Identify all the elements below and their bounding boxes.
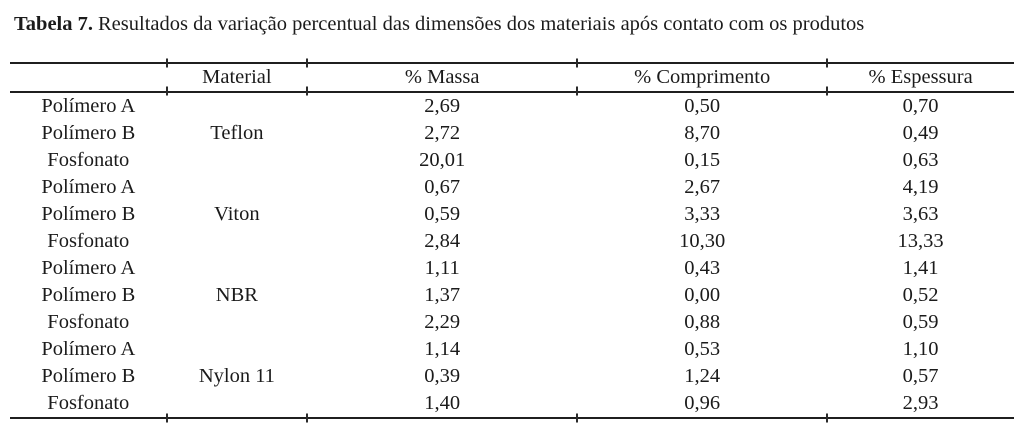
comprimento-cell: 10,30 — [679, 230, 726, 252]
column-separator-tick — [826, 413, 829, 423]
row-label-cell: Fosfonato — [47, 230, 130, 252]
table-row: Polímero A 1,11 0,43 1,41 — [10, 255, 1014, 282]
header-espessura: % Espessura — [868, 66, 973, 88]
material-cell — [167, 390, 308, 418]
table-caption: Tabela 7. Resultados da variação percentu… — [14, 11, 1018, 37]
comprimento-cell: 0,53 — [684, 338, 721, 360]
comprimento-cell: 8,70 — [684, 122, 721, 144]
column-separator-tick — [306, 413, 309, 423]
massa-cell: 1,11 — [424, 257, 460, 279]
column-separator-tick — [165, 86, 168, 96]
table-body: Polímero A 2,69 0,50 0,70 Polímero B Tef… — [10, 92, 1014, 418]
comprimento-cell: 0,96 — [684, 392, 721, 414]
row-label-cell: Polímero B — [41, 203, 136, 225]
column-separator-tick — [576, 413, 579, 423]
column-separator-tick — [306, 86, 309, 96]
results-table: Material % Massa % Comprimento % Espessu… — [10, 62, 1014, 419]
row-label-cell: Fosfonato — [47, 392, 130, 414]
table-row: Polímero B NBR 1,37 0,00 0,52 — [10, 282, 1014, 309]
comprimento-cell: 0,50 — [684, 95, 721, 117]
table-caption-text: Resultados da variação percentual das di… — [98, 13, 865, 35]
massa-cell: 1,14 — [424, 338, 461, 360]
row-label-cell: Polímero A — [41, 95, 136, 117]
comprimento-cell: 3,33 — [684, 203, 721, 225]
espessura-cell: 0,70 — [902, 95, 939, 117]
comprimento-cell: 1,24 — [684, 365, 721, 387]
massa-cell: 1,37 — [424, 284, 461, 306]
espessura-cell: 0,52 — [902, 284, 939, 306]
table-row: Fosfonato 2,29 0,88 0,59 — [10, 309, 1014, 336]
table-row: Polímero A 1,14 0,53 1,10 — [10, 336, 1014, 363]
row-label-cell: Polímero B — [41, 122, 136, 144]
material-cell — [167, 92, 308, 120]
row-label-cell: Fosfonato — [47, 311, 130, 333]
espessura-cell: 13,33 — [897, 230, 944, 252]
header-sample — [10, 63, 167, 92]
row-label-cell: Fosfonato — [47, 149, 130, 171]
espessura-cell: 0,49 — [902, 122, 939, 144]
table-row: Polímero B Teflon 2,72 8,70 0,49 — [10, 120, 1014, 147]
column-separator-tick — [165, 413, 168, 423]
massa-cell: 20,01 — [419, 149, 466, 171]
header-comprimento: % Comprimento — [634, 66, 771, 88]
material-cell — [167, 309, 308, 336]
material-cell — [167, 228, 308, 255]
table-row: Polímero B Viton 0,59 3,33 3,63 — [10, 201, 1014, 228]
table-header: Material % Massa % Comprimento % Espessu… — [10, 63, 1014, 92]
comprimento-cell: 0,00 — [684, 284, 721, 306]
row-label-cell: Polímero B — [41, 284, 136, 306]
massa-cell: 2,69 — [424, 95, 461, 117]
header-material: Material — [202, 66, 272, 88]
row-label-cell: Polímero A — [41, 176, 136, 198]
row-label-cell: Polímero A — [41, 338, 136, 360]
table-row: Polímero A 0,67 2,67 4,19 — [10, 174, 1014, 201]
table-row: Fosfonato 2,84 10,30 13,33 — [10, 228, 1014, 255]
material-cell: Nylon 11 — [198, 365, 275, 387]
table-row: Polímero A 2,69 0,50 0,70 — [10, 92, 1014, 120]
massa-cell: 0,39 — [424, 365, 461, 387]
material-cell: NBR — [215, 284, 258, 306]
comprimento-cell: 0,43 — [684, 257, 721, 279]
column-separator-tick — [576, 86, 579, 96]
espessura-cell: 4,19 — [902, 176, 939, 198]
espessura-cell: 2,93 — [902, 392, 939, 414]
material-cell — [167, 255, 308, 282]
espessura-cell: 0,63 — [902, 149, 939, 171]
table-wrapper: Material % Massa % Comprimento % Espessu… — [10, 58, 1014, 423]
header-massa: % Massa — [404, 66, 480, 88]
material-cell — [167, 174, 308, 201]
row-label-cell: Polímero A — [41, 257, 136, 279]
header-row: Material % Massa % Comprimento % Espessu… — [10, 63, 1014, 92]
espessura-cell: 3,63 — [902, 203, 939, 225]
comprimento-cell: 0,88 — [684, 311, 721, 333]
column-separator-tick — [826, 86, 829, 96]
row-label-cell: Polímero B — [41, 365, 136, 387]
material-cell — [167, 336, 308, 363]
espessura-cell: 0,57 — [902, 365, 939, 387]
column-separator-tick — [306, 58, 309, 68]
massa-cell: 1,40 — [424, 392, 461, 414]
column-separator-tick — [826, 58, 829, 68]
column-separator-tick — [165, 58, 168, 68]
comprimento-cell: 2,67 — [684, 176, 721, 198]
column-separator-tick — [576, 58, 579, 68]
massa-cell: 0,67 — [424, 176, 461, 198]
comprimento-cell: 0,15 — [684, 149, 721, 171]
table-row: Fosfonato 1,40 0,96 2,93 — [10, 390, 1014, 418]
espessura-cell: 1,41 — [902, 257, 939, 279]
massa-cell: 2,72 — [424, 122, 461, 144]
table-row: Polímero B Nylon 11 0,39 1,24 0,57 — [10, 363, 1014, 390]
massa-cell: 2,29 — [424, 311, 461, 333]
massa-cell: 2,84 — [424, 230, 461, 252]
table-row: Fosfonato 20,01 0,15 0,63 — [10, 147, 1014, 174]
material-cell: Teflon — [210, 122, 264, 144]
espessura-cell: 0,59 — [902, 311, 939, 333]
espessura-cell: 1,10 — [902, 338, 939, 360]
material-cell — [167, 147, 308, 174]
table-caption-label: Tabela 7. — [14, 13, 93, 35]
massa-cell: 0,59 — [424, 203, 461, 225]
material-cell: Viton — [214, 203, 260, 225]
